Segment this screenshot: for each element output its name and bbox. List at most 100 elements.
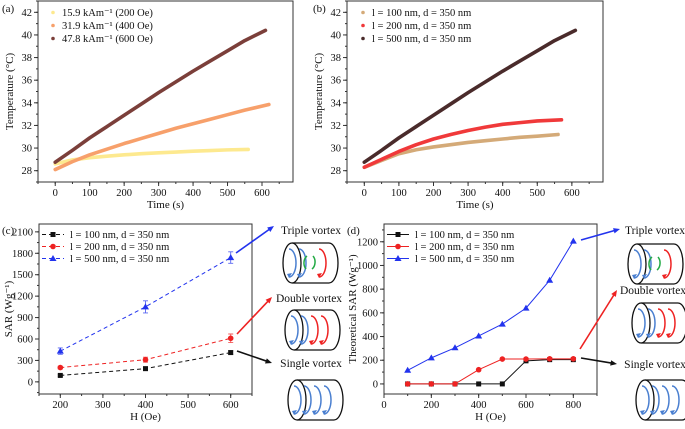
- circle-marker: [523, 356, 529, 362]
- vortex-arrow-head: [640, 410, 645, 415]
- series-1: 15.9 kAm⁻¹ (200 Oe): [51, 8, 251, 166]
- y-tick-label: 400: [362, 332, 378, 343]
- x-tick-label: 600: [254, 188, 270, 199]
- legend-marker: [51, 10, 55, 15]
- x-tick-label: 100: [82, 188, 98, 199]
- series-2: 31.9 kAm⁻¹ (400 Oe): [51, 21, 271, 172]
- square-marker: [50, 232, 56, 237]
- y-tick-label: 38: [22, 53, 33, 64]
- x-tick-label: 800: [565, 400, 581, 411]
- y-tick-label: 600: [17, 335, 33, 346]
- x-tick-label: 300: [460, 188, 476, 199]
- arrow-head: [267, 226, 274, 232]
- x-tick-label: 600: [564, 188, 580, 199]
- cylinder-face: [627, 243, 647, 285]
- vortex-arrow: [303, 255, 308, 270]
- x-tick-label: 200: [423, 400, 439, 411]
- series-1: l = 100 nm, d = 350 nm: [42, 230, 234, 378]
- y-tick-label: 42: [331, 8, 342, 19]
- double-vortex-cylinder: [284, 309, 341, 351]
- vortex-arrow: [298, 248, 307, 278]
- panel-d: (d) 0 200 400 600 800 0 200 400 600 800 1000 1200 H (…: [347, 223, 685, 423]
- data-line: [60, 352, 231, 376]
- triangle-marker: [142, 303, 149, 310]
- y-tick-label: 1800: [12, 249, 33, 260]
- y-tick-label: 1000: [357, 261, 378, 272]
- circle-marker: [395, 243, 401, 250]
- arrow-head: [610, 360, 617, 366]
- vortex-arrow: [641, 385, 650, 415]
- vortex-arrow-head: [642, 274, 647, 279]
- x-tick-label: 0: [362, 188, 367, 199]
- vortex-arrow-head: [292, 410, 297, 415]
- arrow-head: [265, 297, 272, 304]
- panel-label: (c): [2, 225, 15, 237]
- circle-marker: [570, 356, 577, 362]
- vortex-arrow-head: [289, 340, 294, 345]
- series-2: l = 200 nm, d = 350 nm: [387, 242, 577, 387]
- vortex-arrow: [310, 315, 319, 345]
- vortex-arrow: [311, 255, 316, 270]
- legend-label: l = 200 nm, d = 350 nm: [70, 242, 169, 253]
- vortex-arrow: [637, 308, 646, 338]
- series-3: l = 500 nm, d = 350 nm: [387, 237, 577, 373]
- data-curve: [53, 102, 271, 172]
- annotation-arrow: [579, 294, 615, 350]
- cylinder-face: [631, 302, 651, 344]
- x-tick-label: 500: [529, 188, 545, 199]
- data-curve: [362, 132, 560, 170]
- vortex-arrow-head: [319, 340, 324, 345]
- cylinder-face: [635, 379, 655, 421]
- triangle-marker: [56, 347, 64, 354]
- x-tick-label: 600: [518, 400, 534, 411]
- triple-vortex-cylinder: [627, 243, 684, 285]
- legend-label: l = 200 nm, d = 350 nm: [415, 242, 514, 253]
- vortex-arrow: [318, 248, 327, 278]
- vortex-arrow: [313, 385, 322, 415]
- vortex-arrow-head: [309, 340, 314, 345]
- circle-marker: [227, 335, 234, 342]
- vortex-arrow-head: [666, 333, 671, 338]
- vortex-arrow-head: [312, 410, 317, 415]
- circle-marker: [546, 356, 553, 362]
- legend-label: 15.9 kAm⁻¹ (200 Oe): [62, 8, 153, 19]
- y-axis-label: Temperature (°C): [4, 53, 16, 131]
- y-tick-label: 0: [28, 377, 33, 388]
- annotation-arrow: [236, 300, 269, 335]
- vortex-arrow: [656, 256, 661, 271]
- triangle-marker: [394, 255, 402, 261]
- y-tick-label: 1500: [12, 270, 33, 281]
- vortex-arrow: [323, 385, 332, 415]
- x-tick-label: 300: [151, 188, 167, 199]
- x-axis-label: H (Oe): [475, 411, 506, 423]
- y-tick-label: 40: [331, 30, 342, 41]
- legend-label: l = 100 nm, d = 350 nm: [415, 230, 514, 241]
- vortex-arrow-head: [670, 410, 675, 415]
- vortex-arrow: [288, 248, 297, 278]
- data-line: [407, 240, 574, 371]
- double-vortex-cylinder: [631, 302, 685, 344]
- circle-marker: [428, 381, 435, 387]
- y-tick-label: 2100: [12, 227, 33, 238]
- legend-label: l = 100 nm, d = 350 nm: [372, 8, 471, 19]
- arrow-head: [265, 358, 272, 364]
- y-tick-label: 40: [22, 30, 33, 41]
- vortex-arrow-head: [646, 333, 651, 338]
- vortex-annotations: Triple vortex Double vortex Single vortex: [235, 225, 344, 421]
- y-tick-label: 28: [331, 166, 342, 177]
- y-tick-label: 36: [331, 76, 342, 87]
- vortex-label: Single vortex: [624, 359, 685, 371]
- x-tick-label: 300: [95, 400, 111, 411]
- triangle-marker: [546, 276, 554, 283]
- y-tick-label: 1200: [357, 237, 378, 248]
- y-tick-label: 38: [331, 53, 342, 64]
- square-marker: [228, 350, 234, 356]
- legend-marker: [51, 36, 55, 41]
- cylinder-body: [294, 309, 341, 351]
- data-line: [407, 359, 574, 385]
- series-3: l = 500 nm, d = 350 nm: [361, 28, 578, 165]
- data-line: [407, 358, 574, 385]
- x-tick-label: 200: [52, 400, 68, 411]
- vortex-label: Double vortex: [620, 285, 685, 297]
- triangle-marker: [569, 237, 577, 244]
